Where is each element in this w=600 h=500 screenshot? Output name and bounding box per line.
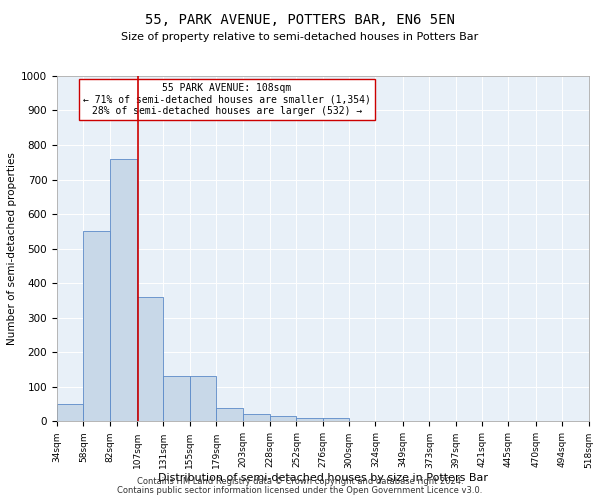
Text: Contains HM Land Registry data © Crown copyright and database right 2024.: Contains HM Land Registry data © Crown c… xyxy=(137,477,463,486)
Text: Size of property relative to semi-detached houses in Potters Bar: Size of property relative to semi-detach… xyxy=(121,32,479,42)
Bar xyxy=(110,159,137,421)
Text: Contains public sector information licensed under the Open Government Licence v3: Contains public sector information licen… xyxy=(118,486,482,495)
Bar xyxy=(57,404,83,421)
Bar xyxy=(83,232,110,422)
Bar xyxy=(190,376,216,422)
Text: 55, PARK AVENUE, POTTERS BAR, EN6 5EN: 55, PARK AVENUE, POTTERS BAR, EN6 5EN xyxy=(145,12,455,26)
Bar xyxy=(137,297,163,422)
Bar xyxy=(242,414,270,422)
Bar xyxy=(216,408,242,422)
Text: 55 PARK AVENUE: 108sqm
← 71% of semi-detached houses are smaller (1,354)
28% of : 55 PARK AVENUE: 108sqm ← 71% of semi-det… xyxy=(83,83,371,116)
X-axis label: Distribution of semi-detached houses by size in Potters Bar: Distribution of semi-detached houses by … xyxy=(158,473,488,483)
Bar xyxy=(296,418,323,422)
Bar xyxy=(270,416,296,422)
Bar xyxy=(163,376,190,422)
Bar xyxy=(323,418,349,422)
Y-axis label: Number of semi-detached properties: Number of semi-detached properties xyxy=(7,152,17,345)
